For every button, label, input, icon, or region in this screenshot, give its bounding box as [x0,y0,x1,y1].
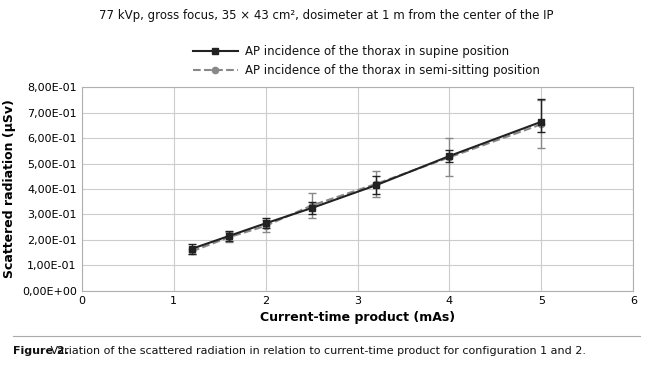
X-axis label: Current-time product (mAs): Current-time product (mAs) [260,311,455,324]
Text: s: s [213,46,218,56]
Text: 77 kVp, gross focus, 35 × 43 cm², dosimeter at 1 m from the center of the IP: 77 kVp, gross focus, 35 × 43 cm², dosime… [99,10,554,22]
Text: AP incidence of the thorax in semi-sitting position: AP incidence of the thorax in semi-sitti… [245,64,540,77]
Text: Variation of the scattered radiation in relation to current-time product for con: Variation of the scattered radiation in … [47,347,586,356]
Y-axis label: Scattered radiation (μSv): Scattered radiation (μSv) [3,100,16,279]
Text: Figure 2.: Figure 2. [13,347,69,356]
Text: AP incidence of the thorax in supine position: AP incidence of the thorax in supine pos… [245,45,509,58]
